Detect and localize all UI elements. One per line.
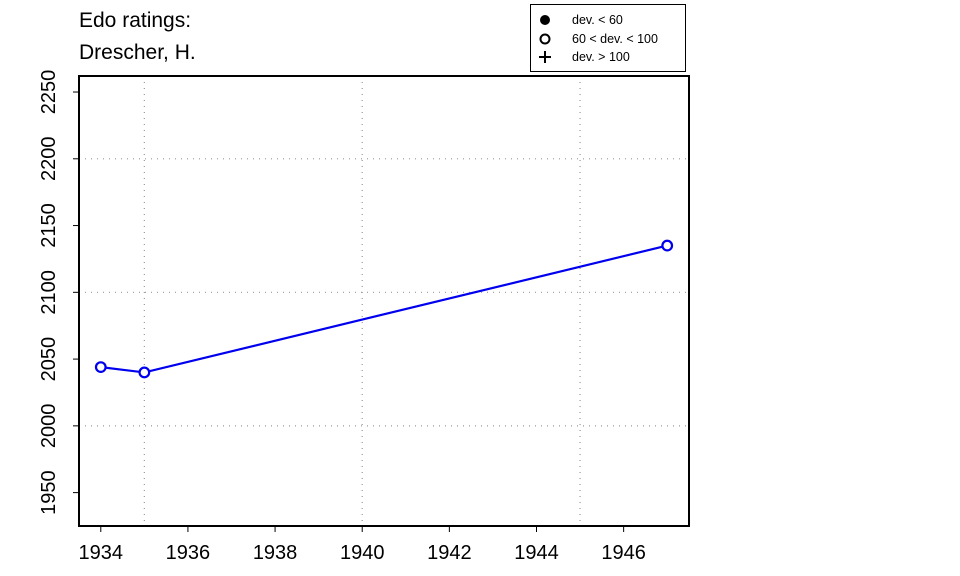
legend-item-dev-under-60: dev. < 60 (531, 12, 685, 28)
y-tick-label: 2050 (38, 337, 60, 382)
x-tick-label: 1946 (601, 542, 646, 564)
plot-frame (78, 75, 690, 527)
y-tick-label: 1950 (38, 470, 60, 514)
plus-icon (539, 51, 551, 63)
y-tick-label: 2150 (38, 203, 60, 248)
legend-item-dev-60-100: 60 < dev. < 100 (531, 31, 685, 47)
chart-title-line-1: Edo ratings: (79, 9, 192, 32)
data-point (661, 239, 674, 252)
legend-label: dev. < 60 (572, 13, 623, 27)
y-tick-label: 2200 (38, 137, 60, 182)
data-point (94, 361, 107, 373)
series-line (100, 244, 668, 374)
chart-title-line-2: Drescher, H. (79, 41, 196, 64)
x-tick-label: 1936 (166, 542, 211, 564)
chart-legend: dev. < 60 60 < dev. < 100 dev. > 100 (530, 4, 686, 72)
legend-label: dev. > 100 (572, 50, 630, 64)
y-axis: 1950 2000 2050 2100 2150 2200 2250 (38, 70, 79, 515)
x-tick-label: 1944 (514, 542, 559, 564)
open-circle-icon (539, 33, 551, 45)
y-tick-label: 2100 (38, 270, 60, 315)
x-tick-label: 1934 (79, 542, 124, 564)
legend-label: 60 < dev. < 100 (572, 32, 658, 46)
rating-series (94, 239, 674, 379)
legend-item-dev-over-100: dev. > 100 (531, 49, 685, 65)
x-tick-label: 1940 (340, 542, 385, 564)
grid-lines (79, 76, 689, 526)
x-tick-label: 1942 (427, 542, 472, 564)
x-axis: 1934 1936 1938 1940 1942 1944 1946 (79, 526, 646, 564)
y-tick-label: 2250 (38, 70, 60, 115)
filled-circle-icon (540, 15, 550, 25)
data-point (138, 366, 151, 379)
x-tick-label: 1938 (253, 542, 298, 564)
y-tick-label: 2000 (38, 404, 60, 449)
